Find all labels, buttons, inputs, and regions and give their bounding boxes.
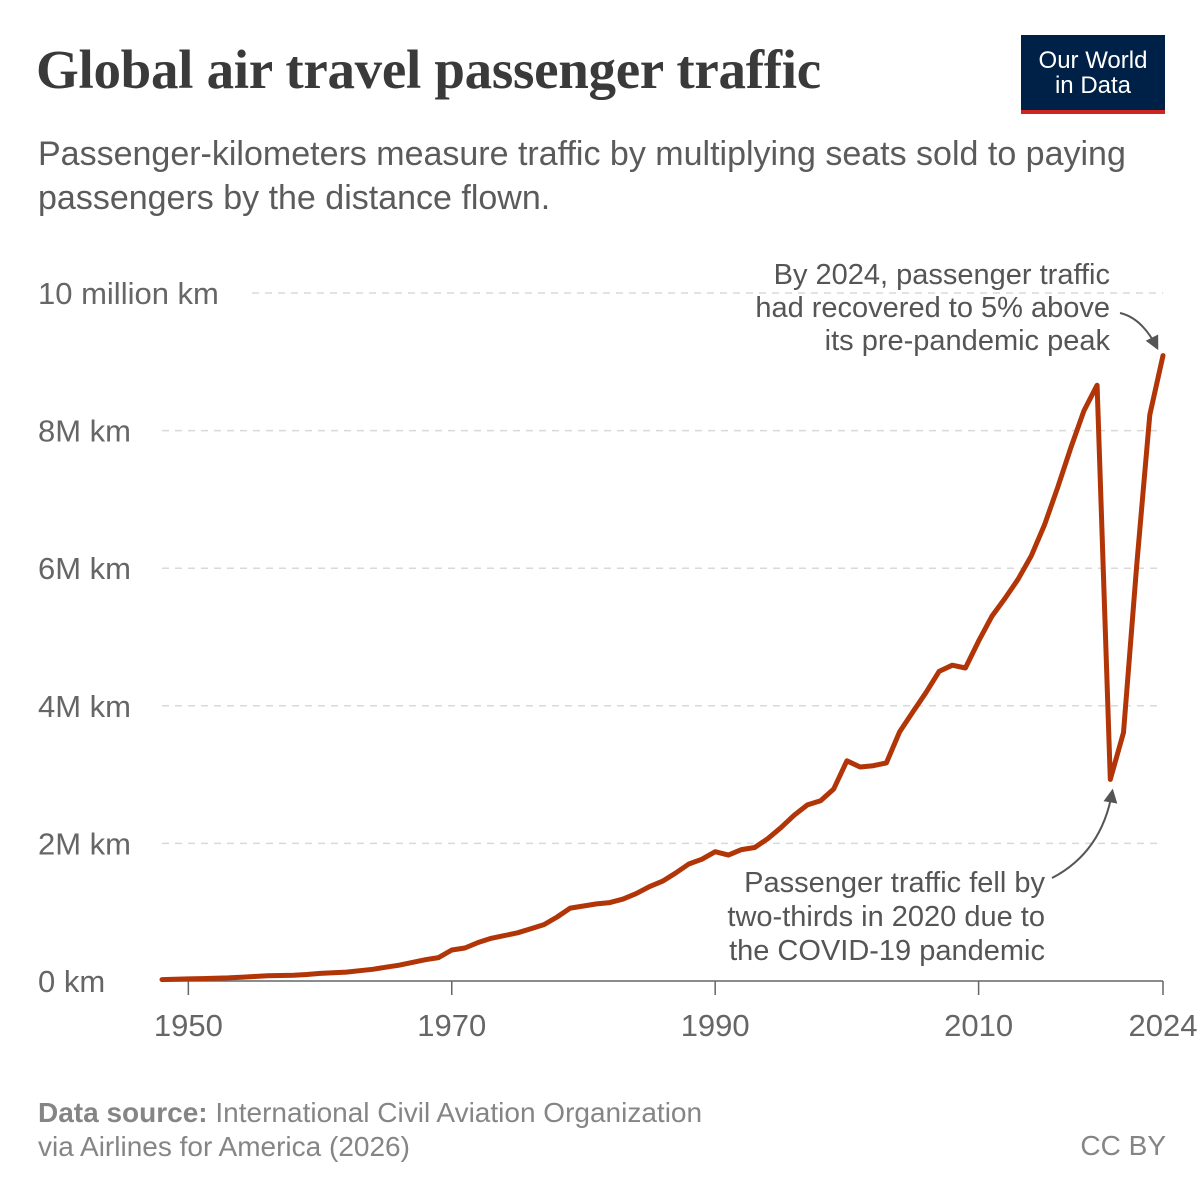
annotation-covid-line: two-thirds in 2020 due to [727,901,1045,933]
annotation-covid-line: Passenger traffic fell by [744,867,1045,899]
data-source-text-line-2: via Airlines for America (2026) [38,1131,410,1162]
annotation-covid-arrow [1051,788,1118,879]
x-tick-label: 1970 [417,1008,486,1043]
data-source-text: International Civil Aviation Organizatio… [215,1097,703,1128]
x-tick-label: 2024 [1129,1008,1198,1043]
y-tick-label: 10 million km [38,276,219,311]
logo-line-1: Our World [1038,46,1148,74]
annotation-covid-line: the COVID-19 pandemic [729,935,1045,967]
y-tick-label: 2M km [38,826,131,861]
series-line [159,353,1166,983]
owid-logo[interactable]: Our World in Data [1021,35,1165,114]
annotation-recovery-line: By 2024, passenger traffic [774,259,1110,291]
x-tick-label: 2010 [944,1008,1013,1043]
annotation-recovery-arrow [1119,312,1159,351]
annotation-recovery-line: had recovered to 5% above [755,292,1110,324]
license-label[interactable]: CC BY [1080,1130,1166,1161]
y-tick-label: 4M km [38,689,131,724]
logo-line-2: in Data [1054,71,1132,99]
data-source-label: Data source: [38,1097,208,1128]
annotation-recovery-line: its pre-pandemic peak [825,325,1111,357]
data-source: Data source: International Civil Aviatio… [38,1096,702,1164]
x-tick-label: 1950 [154,1008,223,1043]
y-tick-label: 8M km [38,414,131,449]
y-tick-label: 6M km [38,551,131,586]
chart-title: Global air travel passenger traffic [36,39,821,100]
chart-subtitle: Passenger-kilometers measure traffic by … [38,135,1126,217]
y-tick-label: 0 km [38,964,105,999]
x-tick-label: 1990 [681,1008,750,1043]
